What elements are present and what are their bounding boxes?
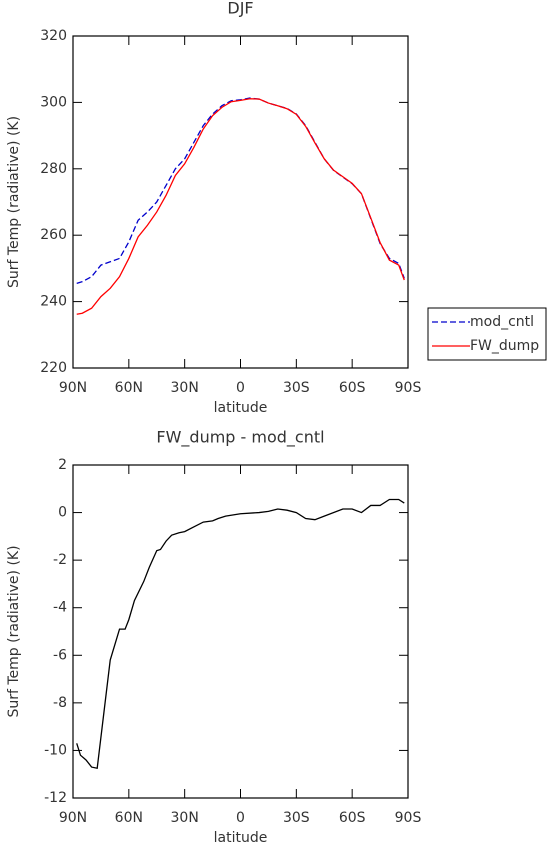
legend-label: mod_cntl (470, 314, 534, 330)
x-tick-label: 60N (115, 380, 143, 396)
x-tick-label: 60S (339, 380, 366, 396)
y-tick-label: 0 (58, 505, 67, 521)
x-tick-label: 30S (283, 380, 310, 396)
x-tick-label: 60N (115, 810, 143, 826)
x-tick-label: 90S (395, 810, 422, 826)
y-tick-label: -10 (44, 742, 67, 758)
x-tick-label: 90S (395, 380, 422, 396)
y-tick-label: -8 (53, 695, 67, 711)
legend-box (427, 307, 547, 361)
x-tick-label: 90N (59, 380, 87, 396)
plot-frame (72, 464, 409, 799)
y-tick-label: 280 (40, 161, 67, 177)
y-tick-label: -2 (53, 552, 67, 568)
chart-title: DJF (227, 0, 253, 18)
y-tick-label: 220 (40, 360, 67, 376)
series-line (76, 97, 405, 284)
x-tick-label: 30N (171, 380, 199, 396)
x-tick-label: 0 (236, 810, 245, 826)
series-line (76, 98, 405, 315)
y-tick-label: 320 (40, 28, 67, 44)
y-tick-label: 300 (40, 94, 67, 110)
y-tick-label: -12 (44, 790, 67, 806)
x-tick-label: 60S (339, 810, 366, 826)
y-axis-label: Surf Temp (radiative) (K) (6, 116, 22, 288)
plot-frame (72, 35, 409, 369)
x-axis-label: latitude (214, 830, 268, 846)
chart-title: FW_dump - mod_cntl (156, 428, 324, 448)
x-axis-label: latitude (214, 400, 268, 416)
x-tick-label: 0 (236, 380, 245, 396)
series-line (76, 498, 405, 770)
y-tick-label: -6 (53, 647, 67, 663)
y-tick-label: 260 (40, 227, 67, 243)
y-axis-label: Surf Temp (radiative) (K) (6, 545, 22, 717)
x-tick-label: 90N (59, 810, 87, 826)
y-tick-label: 2 (58, 457, 67, 473)
x-tick-label: 30N (171, 810, 199, 826)
y-tick-label: 240 (40, 294, 67, 310)
y-tick-label: -4 (53, 600, 67, 616)
legend-label: FW_dump (470, 338, 539, 354)
x-tick-label: 30S (283, 810, 310, 826)
